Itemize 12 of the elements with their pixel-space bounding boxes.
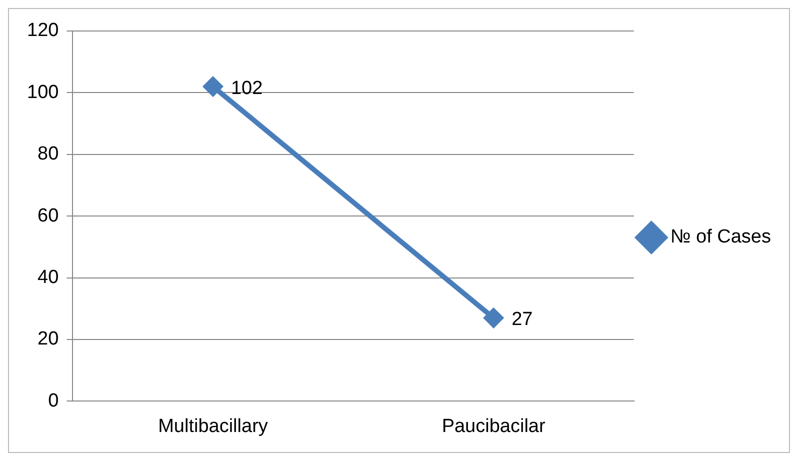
legend-label: № of Cases [670, 226, 771, 248]
y-tick-label: 80 [38, 144, 59, 165]
y-tick-label: 0 [48, 390, 59, 412]
y-tick-label: 100 [27, 82, 59, 103]
y-tick-label: 20 [38, 328, 59, 350]
y-tick-label: 40 [38, 267, 59, 288]
y-tick-label: 120 [27, 20, 59, 42]
x-tick-label: Multibacillary [158, 416, 268, 437]
x-tick-label: Paucibacilar [442, 416, 546, 437]
data-label: 27 [512, 309, 533, 330]
y-tick-label: 60 [38, 205, 59, 226]
data-label: 102 [230, 78, 263, 99]
